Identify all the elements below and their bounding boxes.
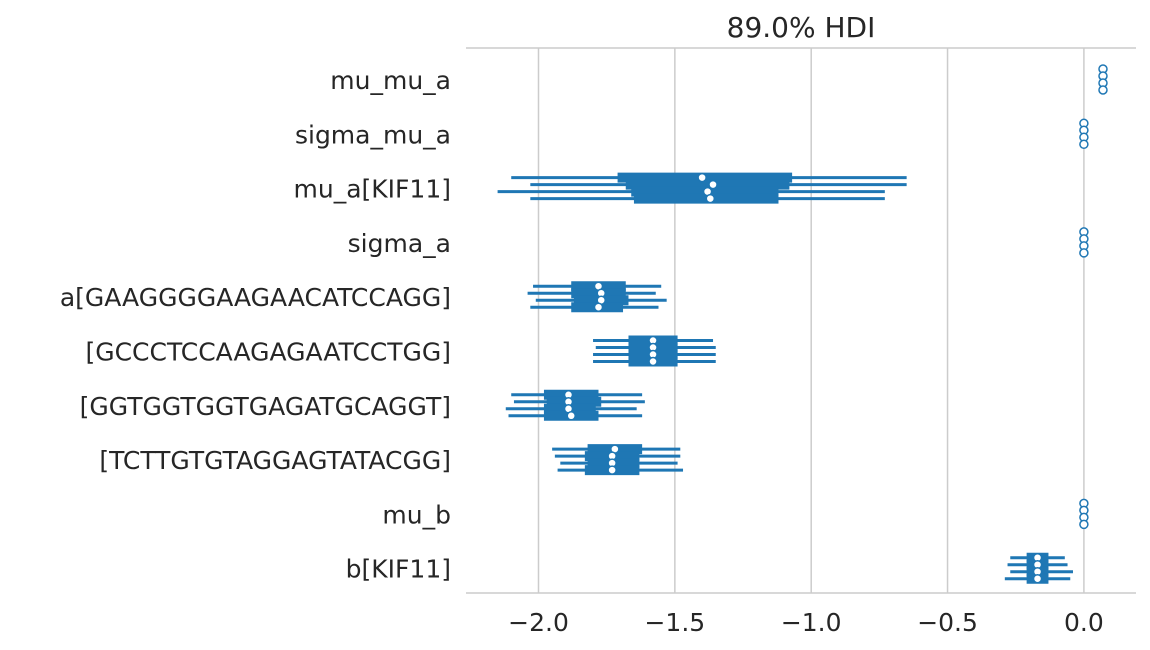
parameter-intervals bbox=[1079, 227, 1089, 258]
parameter-intervals bbox=[593, 335, 716, 367]
parameter-intervals bbox=[552, 444, 684, 476]
chart-title: 89.0% HDI bbox=[727, 11, 876, 44]
median-point bbox=[708, 179, 718, 190]
x-tick-label: 0.0 bbox=[1064, 608, 1104, 637]
x-tick-labels: −2.0 −1.5 −1.0 −0.5 0.0 bbox=[508, 608, 1104, 637]
median-point bbox=[648, 356, 658, 367]
interval-marks bbox=[497, 64, 1108, 584]
parameter-intervals bbox=[505, 389, 645, 421]
row-label: a[GAAGGGGAAGAACATCCAGG] bbox=[60, 283, 451, 312]
row-label: mu_mu_a bbox=[330, 66, 451, 95]
median-point bbox=[705, 193, 716, 204]
parameter-intervals bbox=[527, 281, 667, 313]
row-labels: mu_mu_a sigma_mu_a mu_a[KIF11] sigma_a a[GAA… bbox=[60, 66, 451, 584]
median-point bbox=[607, 465, 617, 475]
row-label: [GGTGGTGGTGAGATGCAGGT] bbox=[80, 392, 451, 421]
x-tick-label: −1.0 bbox=[781, 608, 842, 637]
median-point bbox=[697, 172, 707, 183]
median-point bbox=[566, 411, 576, 421]
median-point bbox=[1079, 248, 1089, 258]
x-tick-label: −0.5 bbox=[917, 608, 978, 637]
parameter-intervals bbox=[1079, 118, 1089, 150]
parameter-intervals bbox=[497, 172, 907, 204]
row-label: sigma_mu_a bbox=[295, 120, 451, 149]
row-label: [TCTTGTGTAGGAGTATACGG] bbox=[99, 446, 451, 475]
median-point bbox=[1098, 85, 1108, 95]
row-label: mu_b bbox=[382, 500, 451, 529]
median-point bbox=[593, 302, 604, 312]
median-point bbox=[1079, 519, 1089, 530]
parameter-intervals bbox=[1004, 552, 1073, 584]
median-point bbox=[1032, 573, 1043, 584]
parameter-intervals bbox=[1098, 64, 1108, 95]
parameter-intervals bbox=[1079, 498, 1089, 530]
row-label: [GCCCTCCAAGAGAATCCTGG] bbox=[85, 338, 451, 367]
gridlines bbox=[537, 48, 1085, 593]
x-tick-label: −1.5 bbox=[644, 608, 705, 637]
median-point bbox=[1079, 139, 1089, 150]
row-label: mu_a[KIF11] bbox=[294, 175, 451, 204]
x-tick-label: −2.0 bbox=[508, 608, 569, 637]
row-label: sigma_a bbox=[348, 229, 451, 258]
row-label: b[KIF11] bbox=[346, 555, 451, 584]
